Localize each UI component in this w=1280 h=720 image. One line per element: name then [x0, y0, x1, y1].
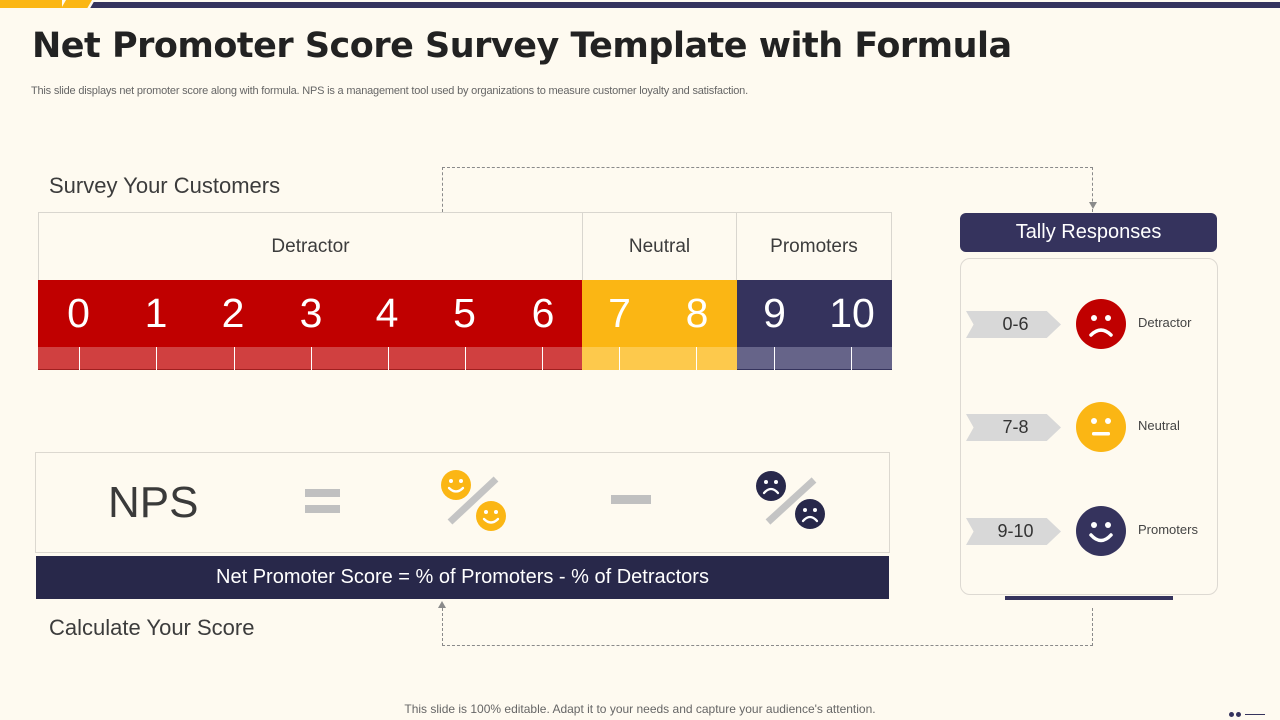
score-5[interactable]: 5	[453, 290, 476, 336]
top-accent-yellow	[0, 0, 62, 8]
promoter-scores: 9 10	[737, 280, 892, 347]
arrow-down-icon	[1089, 202, 1097, 209]
score-0[interactable]: 0	[67, 290, 90, 336]
survey-section-label: Survey Your Customers	[49, 173, 281, 198]
percent-sad-icon	[756, 470, 826, 534]
top-accent-yellow-slant	[61, 0, 92, 8]
minus-icon	[611, 495, 651, 504]
tally-label: Neutral	[1138, 418, 1180, 433]
score-3[interactable]: 3	[299, 290, 323, 336]
percent-happy-icon	[440, 469, 510, 533]
detractor-scores: 0 1 2 3 4 5 6	[38, 280, 582, 347]
promoter-tick-bar	[737, 347, 892, 370]
score-8[interactable]: 8	[685, 290, 709, 336]
score-1[interactable]: 1	[144, 290, 168, 336]
score-7[interactable]: 7	[608, 290, 631, 336]
equals-icon	[305, 489, 340, 514]
tally-row-neutral: 7-8 Neutral	[966, 402, 1206, 452]
tally-label: Detractor	[1138, 315, 1192, 330]
pager-dot	[1229, 712, 1234, 717]
tally-responses-header: Tally Responses	[960, 213, 1217, 252]
nps-scale: Detractor Neutral Promoters 0 1 2 3 4 5 …	[38, 212, 892, 370]
pager-line	[1245, 714, 1265, 715]
neutral-scores: 7 8	[582, 280, 737, 347]
formula-box	[35, 452, 890, 553]
nps-label: NPS	[108, 478, 199, 527]
arrow-up-icon	[438, 601, 446, 608]
category-detractor-header: Detractor	[38, 212, 583, 280]
neutral-tick-bar	[582, 347, 737, 370]
footer-note: This slide is 100% editable. Adapt it to…	[404, 702, 876, 716]
score-4[interactable]: 4	[375, 290, 399, 336]
connector-bottom	[442, 608, 1093, 646]
score-6[interactable]: 6	[531, 290, 555, 336]
happy-face-icon	[1076, 506, 1126, 556]
sad-face-icon	[1076, 299, 1126, 349]
slide-pager	[1229, 712, 1265, 717]
range-chevron: 0-6	[966, 311, 1061, 338]
score-2[interactable]: 2	[221, 290, 245, 336]
score-10[interactable]: 10	[829, 290, 875, 336]
pager-dot	[1236, 712, 1241, 717]
category-neutral-header: Neutral	[582, 212, 737, 280]
range-chevron: 9-10	[966, 518, 1061, 545]
formula-text-bar: Net Promoter Score = % of Promoters - % …	[36, 556, 889, 599]
connector-top	[442, 167, 1093, 212]
neutral-face-icon	[1076, 402, 1126, 452]
tally-row-promoters: 9-10 Promoters	[966, 506, 1206, 556]
tally-underline	[1005, 596, 1173, 600]
detractor-tick-bar	[38, 347, 582, 370]
tally-row-detractor: 0-6 Detractor	[966, 299, 1206, 349]
tally-label: Promoters	[1138, 522, 1198, 537]
calculate-section-label: Calculate Your Score	[49, 615, 255, 640]
range-chevron: 7-8	[966, 414, 1061, 441]
page-subtitle: This slide displays net promoter score a…	[31, 85, 748, 97]
page-title: Net Promoter Score Survey Template with …	[32, 26, 1012, 66]
top-accent-navy	[98, 2, 1280, 8]
score-9[interactable]: 9	[763, 290, 786, 336]
category-promoters-header: Promoters	[736, 212, 892, 280]
